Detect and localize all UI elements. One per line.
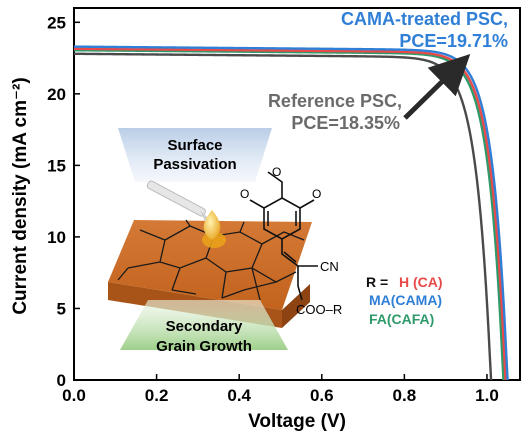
chart-annotations: CAMA-treated PSC, PCE=19.71% Reference P… xyxy=(268,9,508,133)
r-group-legend: R = H (CA) MA(CAMA) FA(CAFA) xyxy=(366,274,443,327)
improvement-arrow xyxy=(403,53,471,120)
pipette-icon xyxy=(146,180,210,224)
o-atom-label: O xyxy=(312,187,321,201)
jv-curve-series-1 xyxy=(73,52,493,381)
r-ma-label: MA(CAMA) xyxy=(369,292,442,308)
y-tick-label: 10 xyxy=(47,228,66,247)
surface-passivation-arrow xyxy=(118,128,272,182)
secondary-label-1: Secondary xyxy=(166,318,243,335)
x-axis-label: Voltage (V) xyxy=(248,411,346,432)
r-eq: R = xyxy=(366,274,388,290)
axes: 0.0 0.2 0.4 0.6 0.8 1.0 0 5 10 15 20 25 xyxy=(47,13,499,405)
y-tick-label: 15 xyxy=(47,156,66,175)
r-fa-label: FA(CAFA) xyxy=(369,311,434,327)
r-h-label: H (CA) xyxy=(399,274,443,290)
secondary-label-2: Grain Growth xyxy=(156,338,252,355)
ref-label-2: PCE=18.35% xyxy=(291,113,400,133)
x-tick-label: 0.4 xyxy=(227,386,251,405)
grain-growth-arrow xyxy=(120,300,288,350)
y-axis-label: Current density (mA cm⁻²) xyxy=(10,77,31,314)
ester-label: COO–R xyxy=(296,302,342,317)
cama-label-2: PCE=19.71% xyxy=(399,31,508,51)
molecule-labels: O O O CN COO–R xyxy=(240,165,342,317)
o-atom-label: O xyxy=(240,187,249,201)
y-tick-label: 25 xyxy=(47,13,66,32)
cama-label-1: CAMA-treated PSC, xyxy=(341,9,508,29)
passivation-inset: Surface Passivation xyxy=(108,128,443,355)
y-tick-label: 20 xyxy=(47,85,66,104)
y-tick-label: 5 xyxy=(57,299,66,318)
ref-label-1: Reference PSC, xyxy=(268,91,402,111)
droplet-icon xyxy=(203,210,221,240)
molecule-structure xyxy=(249,171,318,301)
x-tick-label: 1.0 xyxy=(475,386,499,405)
surface-label-2: Passivation xyxy=(153,156,236,173)
x-tick-label: 0.8 xyxy=(393,386,417,405)
cn-label: CN xyxy=(320,259,339,274)
x-tick-label: 0.0 xyxy=(62,386,86,405)
jv-curve-series-4 xyxy=(73,45,509,381)
plot-frame xyxy=(73,7,521,381)
y-tick-label: 0 xyxy=(57,371,66,390)
x-tick-label: 0.2 xyxy=(145,386,169,405)
surface-label-1: Surface xyxy=(167,137,222,154)
x-tick-label: 0.6 xyxy=(310,386,334,405)
o-atom-label: O xyxy=(272,165,281,179)
